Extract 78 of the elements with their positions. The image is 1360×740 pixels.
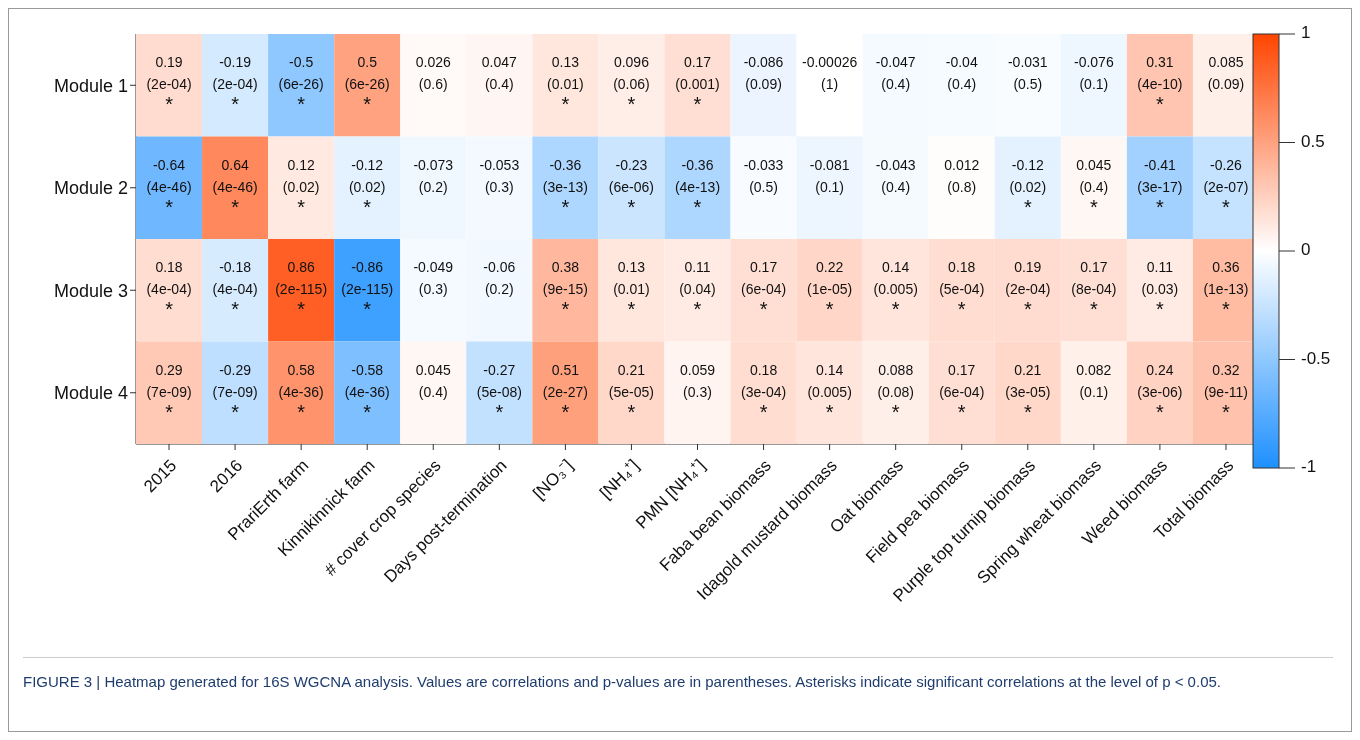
data-label: 0.11 (0.04) * (679, 259, 716, 321)
data-label: 0.059 (0.3) (679, 361, 716, 400)
data-label: -0.031 (0.5) (1007, 54, 1048, 93)
data-label: 0.29 (7e-09) * (146, 361, 192, 423)
data-label: 0.32 (9e-11) * (1203, 361, 1249, 423)
data-label: -0.04 (0.4) (945, 54, 978, 93)
data-label: 0.5 (6e-26) * (344, 54, 390, 116)
data-label: -0.12 (0.02) * (348, 156, 386, 218)
data-label: 0.17 (8e-04) * (1071, 259, 1117, 321)
data-label: -0.19 (2e-04) * (212, 54, 258, 116)
data-label: -0.26 (2e-07) * (1203, 156, 1249, 218)
data-label: 0.045 (0.4) (415, 361, 451, 400)
data-label: -0.049 (0.3) (413, 259, 454, 298)
color-bar-label: 0.5 (1301, 131, 1325, 151)
data-label: -0.36 (4e-13) * (674, 156, 721, 218)
data-label: -0.5 (6e-26) * (278, 54, 324, 116)
data-label: 0.17 (0.001) * (675, 54, 720, 116)
data-label: 0.58 (4e-36) * (278, 361, 324, 423)
color-bar-label: 1 (1301, 23, 1311, 43)
data-label: 0.13 (0.01) * (547, 54, 584, 116)
y-tick-label: Module 4 (53, 383, 128, 404)
data-label: 0.18 (4e-04) * (146, 259, 192, 321)
data-label: -0.23 (6e-06) * (608, 156, 655, 218)
data-label: -0.047 (0.4) (875, 54, 916, 93)
data-label: -0.27 (5e-08) * (476, 361, 522, 423)
data-label: 0.64 (4e-46) * (212, 156, 258, 218)
data-label: -0.12 (0.02) * (1009, 156, 1047, 218)
data-label: 0.21 (3e-05) * (1005, 361, 1051, 423)
data-label: -0.41 (3e-17) * (1137, 156, 1183, 218)
color-bar-label: -0.5 (1301, 348, 1331, 368)
data-label: 0.51 (2e-27) * (542, 361, 588, 423)
data-label: 0.082 (0.1) (1076, 361, 1112, 400)
data-label: 0.14 (0.005) * (807, 361, 852, 423)
color-bar-label: 0 (1301, 240, 1311, 260)
data-label: 0.24 (3e-06) * (1137, 361, 1183, 423)
data-label: 0.36 (1e-13) * (1203, 259, 1249, 321)
data-label: -0.36 (3e-13) * (542, 156, 588, 218)
data-label: -0.086 (0.09) (743, 54, 784, 93)
data-label: 0.38 (9e-15) * (542, 259, 588, 321)
caption: FIGURE 3 | Heatmap generated for 16S WGCNA analysis. Values are correlations and p-values are in parentheses. Asterisks indicate significant correlations at the level of p < 0.05. (23, 672, 1222, 692)
data-label: 0.012 (0.8) (944, 156, 980, 195)
y-tick-label: Module 2 (53, 178, 128, 199)
data-label: -0.58 (4e-36) * (344, 361, 390, 423)
data-label: -0.033 (0.5) (743, 156, 784, 195)
data-label: -0.043 (0.4) (875, 156, 916, 195)
data-label: 0.13 (0.01) * (613, 259, 650, 321)
data-label: 0.17 (6e-04) * (939, 361, 985, 423)
data-label: 0.18 (3e-04) * (740, 361, 787, 423)
data-label: -0.053 (0.3) (479, 156, 520, 195)
data-label: 0.22 (1e-05) * (807, 259, 853, 321)
data-label: 0.026 (0.6) (415, 54, 451, 93)
data-label: -0.073 (0.2) (413, 156, 454, 195)
data-label: 0.19 (2e-04) * (1005, 259, 1051, 321)
color-bar-label: -1 (1301, 457, 1317, 477)
data-label: 0.14 (0.005) * (873, 259, 918, 321)
data-label: 0.045 (0.4) * (1076, 156, 1112, 218)
y-tick-label: Module 3 (53, 280, 128, 301)
data-label: 0.11 (0.03) * (1141, 259, 1179, 321)
data-label: -0.64 (4e-46) * (146, 156, 192, 218)
data-label: 0.18 (5e-04) * (939, 259, 985, 321)
data-label: -0.86 (2e-115) * (341, 259, 394, 321)
data-label: 0.096 (0.06) * (613, 54, 650, 116)
data-label: 0.047 (0.4) (481, 54, 518, 93)
data-label: -0.29 (7e-09) * (212, 361, 258, 423)
data-label: 0.17 (6e-04) * (740, 259, 787, 321)
data-label: 0.31 (4e-10) * (1137, 54, 1183, 116)
data-label: -0.076 (0.1) (1074, 54, 1114, 93)
data-label: -0.18 (4e-04) * (212, 259, 258, 321)
data-label: 0.21 (5e-05) * (608, 361, 655, 423)
data-label: -0.00026 (1) (801, 54, 858, 93)
data-label: 0.085 (0.09) (1207, 54, 1245, 93)
data-label: 0.19 (2e-04) * (146, 54, 192, 116)
data-label: -0.081 (0.1) (809, 156, 850, 195)
y-tick-label: Module 1 (53, 75, 128, 96)
data-label: 0.088 (0.08) * (877, 361, 914, 423)
data-label: -0.06 (0.2) (483, 259, 516, 298)
data-label: 0.12 (0.02) * (282, 156, 320, 218)
data-label: 0.86 (2e-115) * (275, 259, 328, 321)
